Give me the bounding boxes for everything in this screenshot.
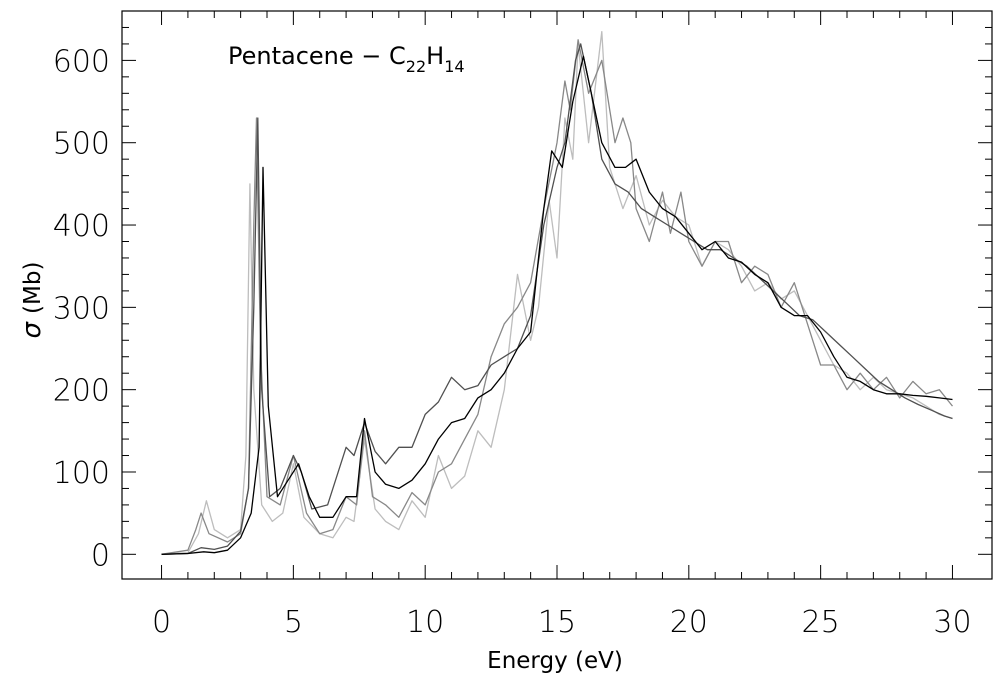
y-tick-label: 100: [53, 456, 110, 491]
x-tick-labels: 0 5 10 15 20 25 30: [152, 605, 972, 640]
x-tick-label: 20: [670, 605, 708, 640]
y-axis-symbol: σ: [17, 320, 47, 338]
y-tick-labels: 0 100 200 300 400 500 600: [53, 44, 110, 573]
y-tick-label: 600: [53, 44, 110, 79]
series-line-2: [161, 39, 954, 555]
x-tick-label: 25: [802, 605, 840, 640]
x-tick-label: 0: [152, 605, 171, 640]
axis-ticks: [122, 11, 992, 579]
x-tick-label: 5: [284, 605, 303, 640]
title-sub-22: 22: [406, 57, 426, 76]
series-line-4: [161, 55, 953, 555]
y-axis-label: σ (Mb): [17, 262, 47, 339]
y-tick-label: 0: [91, 538, 110, 573]
title-sub-14: 14: [444, 57, 464, 76]
y-tick-label: 500: [53, 127, 110, 162]
x-tick-label: 15: [538, 605, 576, 640]
series-line-1: [161, 30, 953, 555]
y-tick-label: 300: [53, 291, 110, 326]
chart-title: Pentacene − C22H14: [228, 42, 465, 76]
title-main: Pentacene − C: [228, 42, 406, 70]
x-axis-label: Energy (eV): [487, 648, 623, 674]
x-tick-label: 10: [406, 605, 444, 640]
series-line-3: [161, 43, 953, 555]
y-tick-label: 400: [53, 209, 110, 244]
title-h: H: [426, 42, 444, 70]
x-tick-label: 30: [933, 605, 971, 640]
y-tick-label: 200: [53, 374, 110, 409]
series-lines: [161, 30, 954, 555]
svg-text:σ(Mb): σ (Mb): [17, 262, 47, 339]
y-axis-unit: (Mb): [20, 262, 46, 314]
